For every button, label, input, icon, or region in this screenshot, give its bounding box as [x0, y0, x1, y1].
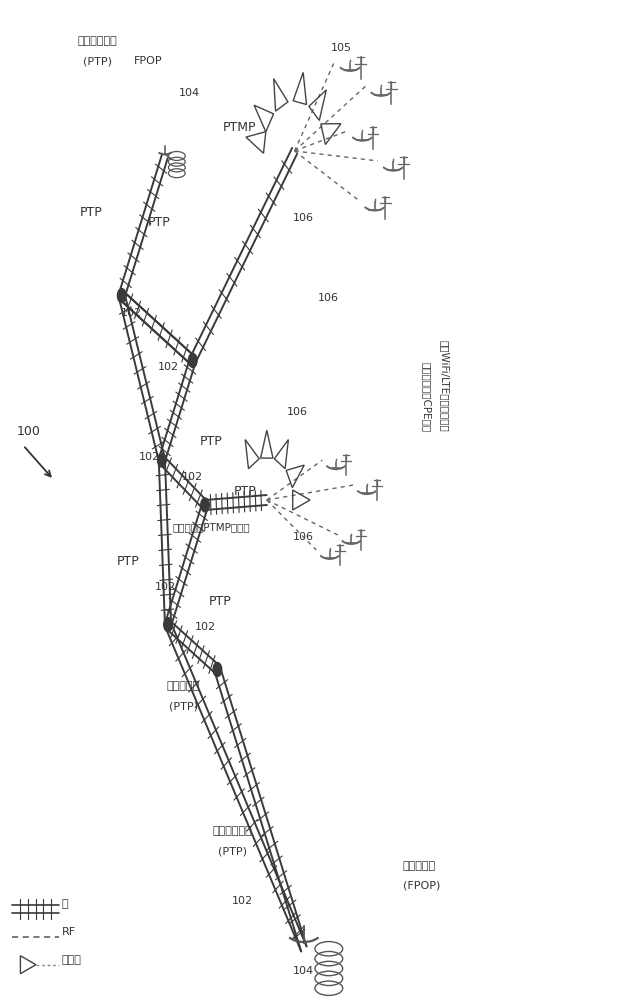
Circle shape	[157, 453, 166, 467]
Text: PTP: PTP	[117, 555, 140, 568]
Text: 104: 104	[179, 88, 200, 98]
Text: 光: 光	[62, 899, 68, 909]
Circle shape	[188, 353, 197, 367]
Text: FPOP: FPOP	[134, 56, 162, 66]
Text: 106: 106	[293, 532, 314, 542]
Text: 100: 100	[17, 425, 41, 438]
Circle shape	[117, 289, 126, 303]
Text: (PTP): (PTP)	[169, 701, 198, 711]
Text: PTP: PTP	[200, 435, 223, 448]
Circle shape	[164, 618, 172, 632]
Text: 106: 106	[287, 407, 308, 417]
Text: 102: 102	[120, 308, 141, 318]
Text: RF: RF	[62, 927, 76, 937]
Text: (PTP): (PTP)	[82, 56, 112, 66]
Text: 平台对地链路: 平台对地链路	[77, 36, 117, 46]
Text: 点对多点（PTMP）链路: 点对多点（PTMP）链路	[172, 522, 250, 532]
Text: (PTP): (PTP)	[218, 846, 247, 856]
Text: PTP: PTP	[209, 595, 232, 608]
Text: 客户端设备（CPE）；: 客户端设备（CPE）；	[421, 362, 431, 432]
Text: 平台对地链路: 平台对地链路	[213, 826, 253, 836]
Text: PTP: PTP	[148, 216, 170, 229]
Text: 104: 104	[293, 966, 314, 976]
Text: 102: 102	[157, 362, 179, 372]
Text: 光纤存在点: 光纤存在点	[402, 861, 436, 871]
Text: 102: 102	[182, 472, 203, 482]
Text: 102: 102	[231, 896, 253, 906]
Text: 106: 106	[318, 293, 339, 303]
Circle shape	[213, 663, 222, 677]
Text: 102: 102	[139, 452, 160, 462]
Text: 102: 102	[154, 582, 175, 592]
Text: 毫米波: 毫米波	[62, 955, 82, 965]
Text: 点对点链路: 点对点链路	[167, 681, 200, 691]
Circle shape	[201, 498, 210, 512]
Text: 102: 102	[195, 622, 216, 632]
Text: PTMP: PTMP	[222, 121, 256, 134]
Text: PTP: PTP	[79, 206, 102, 219]
Text: 经由WiFi/LTE连接用户装置: 经由WiFi/LTE连接用户装置	[440, 340, 450, 432]
Text: 105: 105	[330, 43, 352, 53]
Text: PTP: PTP	[234, 485, 257, 498]
Text: (FPOP): (FPOP)	[402, 881, 440, 891]
Text: 106: 106	[293, 213, 314, 223]
